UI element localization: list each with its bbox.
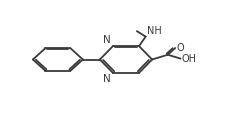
Text: N: N <box>103 35 111 45</box>
Text: O: O <box>176 43 184 53</box>
Text: NH: NH <box>147 26 162 36</box>
Text: OH: OH <box>182 54 197 64</box>
Text: N: N <box>103 74 111 84</box>
